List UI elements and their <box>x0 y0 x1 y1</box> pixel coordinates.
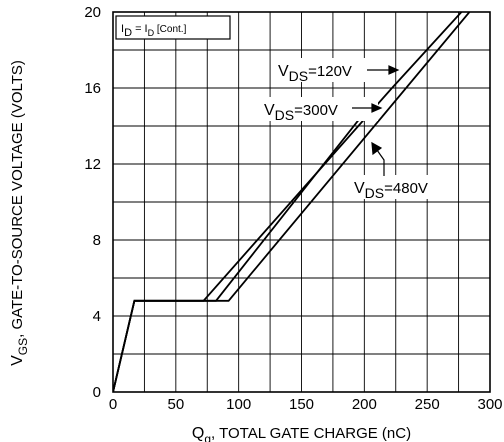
y-tick-label: 12 <box>84 156 101 173</box>
x-tick-label: 200 <box>352 396 377 413</box>
x-tick-label: 150 <box>289 396 314 413</box>
arrow-head-480v <box>371 141 383 156</box>
y-tick-label: 20 <box>84 4 101 21</box>
x-axis-title: Qg, TOTAL GATE CHARGE (nC) <box>192 425 411 442</box>
series-label-480v: VDS=480V <box>354 180 428 201</box>
label-bg-480 <box>352 175 456 199</box>
x-tick-label: 100 <box>226 396 251 413</box>
x-tick-label: 250 <box>415 396 440 413</box>
label-bg-300 <box>262 97 378 121</box>
arrow-head-300v <box>371 103 383 113</box>
y-tick-label: 8 <box>93 232 101 249</box>
condition-box: ID = ID [Cont.] <box>115 15 231 40</box>
series-label-120v: VDS=120V <box>278 63 352 84</box>
series-line-480v <box>113 12 471 392</box>
axis-ticks: 0 50 100 150 200 250 300 0 4 8 12 16 20 <box>84 4 502 413</box>
condition-label: ID = ID [Cont.] <box>121 23 187 39</box>
y-axis-title: VGS, GATE-TO-SOURCE VOLTAGE (VOLTS) <box>9 60 30 366</box>
arrow-head-120v <box>388 65 400 75</box>
plot-frame <box>112 11 491 393</box>
y-tick-label: 0 <box>93 384 101 401</box>
leader-arrows <box>352 65 400 176</box>
y-tick-label: 16 <box>84 80 101 97</box>
x-tick-label: 50 <box>167 396 184 413</box>
x-tick-label: 300 <box>477 396 502 413</box>
y-tick-label: 4 <box>93 308 101 325</box>
arrow-480v <box>376 149 385 176</box>
x-tick-label: 0 <box>109 396 117 413</box>
series-lines <box>113 12 471 392</box>
series-label-300v: VDS=300V <box>264 102 338 123</box>
